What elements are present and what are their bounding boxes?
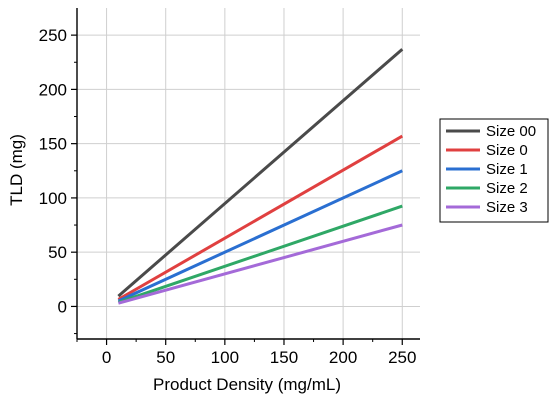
y-tick-label: 100	[39, 189, 67, 208]
y-tick-label: 200	[39, 80, 67, 99]
series-line-size-3	[118, 223, 403, 305]
series-line-size-0	[117, 134, 404, 301]
legend-label: Size 00	[486, 123, 536, 140]
y-tick-label: 0	[58, 297, 67, 316]
y-tick-label: 150	[39, 135, 67, 154]
series-line-size-1	[117, 169, 403, 303]
legend-label: Size 1	[486, 161, 528, 178]
series-line-size-00	[117, 48, 404, 298]
x-tick-label: 100	[211, 348, 239, 367]
x-tick-label: 200	[329, 348, 357, 367]
y-axis-title: TLD (mg)	[7, 134, 26, 206]
series-lines	[117, 48, 404, 305]
grid	[77, 8, 420, 339]
x-tick-label: 150	[270, 348, 298, 367]
y-tick-label: 50	[48, 243, 67, 262]
legend: Size 00 Size 0 Size 1 Size 2 Size 3	[439, 118, 549, 223]
x-axis-title: Product Density (mg/mL)	[153, 375, 341, 394]
legend-label: Size 2	[486, 180, 528, 197]
y-tick-label: 250	[39, 26, 67, 45]
x-tick-label: 0	[102, 348, 111, 367]
x-tick-label: 250	[388, 348, 416, 367]
legend-label: Size 3	[486, 199, 528, 216]
axes	[71, 8, 420, 345]
legend-label: Size 0	[486, 142, 528, 159]
series-line-size-2	[117, 204, 403, 304]
tick-labels: 0 50 100 150 200 250 0 50 100 150 200 250	[39, 26, 417, 367]
x-tick-label: 50	[156, 348, 175, 367]
